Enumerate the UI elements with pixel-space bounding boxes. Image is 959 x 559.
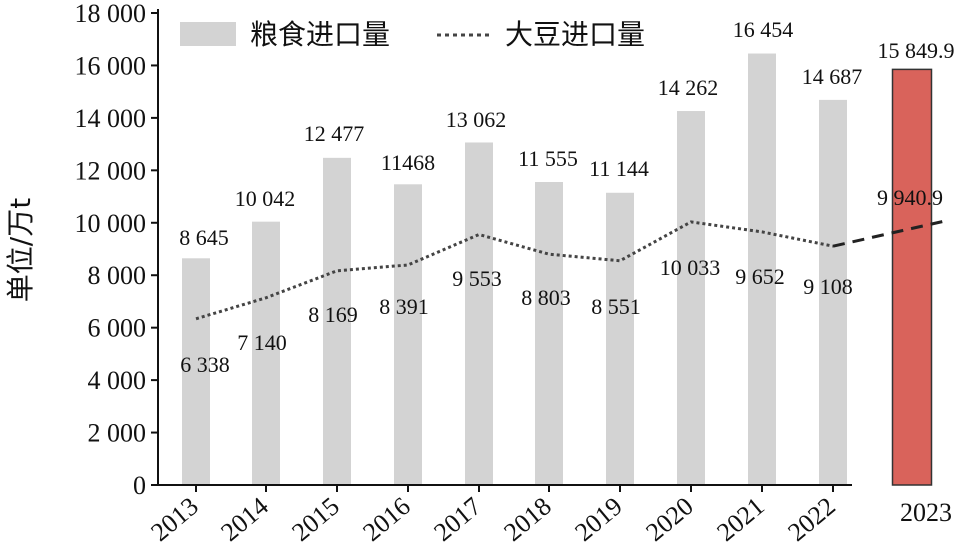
x-tick-label: 2022: [782, 491, 840, 547]
x-tick-label: 2018: [498, 491, 556, 547]
x-tick-label: 2020: [640, 491, 698, 547]
x-tick-label: 2013: [145, 491, 203, 547]
line-value-label: 9 940.9: [877, 185, 943, 210]
bar-value-label: 15 849.9: [878, 38, 955, 63]
bar-value-label: 14 687: [802, 64, 863, 89]
bar-value-label: 14 262: [658, 75, 719, 100]
line-value-label: 9 553: [452, 266, 502, 291]
bar-value-label: 8 645: [179, 225, 229, 250]
y-tick-label: 10 000: [75, 209, 147, 238]
x-tick-label: 2016: [357, 491, 415, 547]
y-tick-label: 6 000: [88, 314, 147, 343]
bar-2018: [535, 182, 563, 485]
legend-label-grain: 粮食进口量: [250, 18, 390, 51]
x-tick-label: 2015: [286, 491, 344, 547]
bar-2022: [819, 99, 847, 486]
bar-2019: [606, 192, 634, 486]
y-tick-label: 0: [133, 471, 146, 500]
x-tick-label: 2023: [900, 498, 952, 527]
x-tick-label: 2021: [711, 491, 769, 547]
bar-2017: [465, 142, 493, 485]
bar-2013: [182, 258, 210, 485]
y-tick-label: 18 000: [75, 0, 147, 28]
bar-value-label: 11 144: [589, 156, 649, 181]
x-tick-label: 2019: [569, 491, 627, 547]
legend-swatch-grain: [180, 22, 236, 46]
line-value-label: 8 803: [521, 285, 571, 310]
y-axis-title: 单位/万t: [4, 198, 37, 302]
line-value-label: 9 652: [735, 264, 785, 289]
legend-label-soybean: 大豆进口量: [505, 18, 645, 51]
y-tick-label: 16 000: [75, 51, 147, 80]
y-tick-label: 2 000: [88, 419, 147, 448]
line-value-label: 8 169: [308, 302, 358, 327]
bar-2014: [252, 221, 280, 485]
y-tick-label: 14 000: [75, 104, 147, 133]
line-value-label: 8 551: [591, 294, 641, 319]
y-tick-label: 12 000: [75, 156, 147, 185]
bar-value-label: 11 555: [518, 146, 578, 171]
bar-value-label: 16 454: [733, 17, 794, 42]
bar-value-label: 13 062: [446, 107, 507, 132]
bar-value-label: 10 042: [235, 186, 296, 211]
bar-value-label: 12 477: [304, 121, 365, 146]
bar-2016: [394, 184, 422, 485]
bar-2015: [323, 157, 351, 486]
line-value-label: 10 033: [660, 255, 721, 280]
bar-value-label: 11468: [381, 150, 435, 175]
y-tick-label: 8 000: [88, 261, 147, 290]
line-value-label: 7 140: [237, 330, 287, 355]
x-tick-label: 2017: [428, 491, 486, 547]
bar-2021: [748, 53, 776, 486]
bar-2023: [891, 68, 933, 486]
line-value-label: 8 391: [379, 294, 429, 319]
line-value-label: 6 338: [180, 352, 230, 377]
bar-2020: [677, 111, 705, 485]
line-series-soybean: [195, 220, 834, 321]
line-value-label: 9 108: [803, 274, 853, 299]
x-tick-label: 2014: [215, 491, 273, 547]
y-tick-label: 4 000: [88, 366, 147, 395]
